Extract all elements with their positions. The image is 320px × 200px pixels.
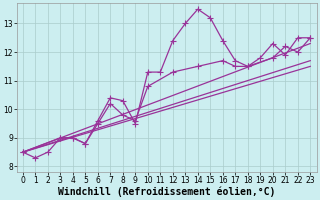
X-axis label: Windchill (Refroidissement éolien,°C): Windchill (Refroidissement éolien,°C) (58, 186, 275, 197)
